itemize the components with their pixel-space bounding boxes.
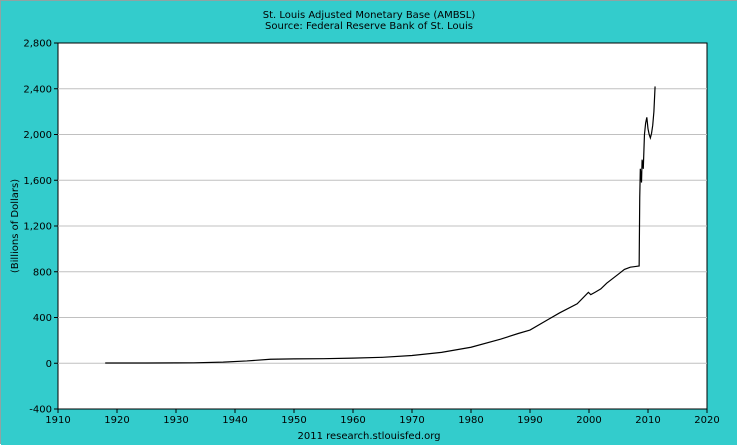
chart-footer: 2011 research.stlouisfed.org [297,431,440,442]
x-tick-label: 2000 [576,415,601,426]
y-tick-label: 2,800 [23,39,52,50]
y-tick-label: 1,600 [23,176,52,187]
x-tick-label: 2010 [635,415,660,426]
x-tick-label: 1920 [104,415,129,426]
x-tick-label: 1970 [399,415,424,426]
x-tick-label: 1980 [458,415,483,426]
y-tick-label: 400 [33,313,52,324]
y-axis-label: (Billions of Dollars) [10,179,21,273]
x-tick-label: 1910 [45,415,70,426]
chart-subtitle: Source: Federal Reserve Bank of St. Loui… [265,21,473,32]
x-tick-labels: 1910 1920 1930 1940 1950 1960 1970 1980 1990 2000… [45,409,720,426]
x-tick-label: 1990 [517,415,542,426]
y-tick-label: 800 [33,267,52,278]
y-tick-label: 1,200 [23,222,52,233]
x-tick-label: 1950 [281,415,306,426]
x-tick-label: 2020 [694,415,719,426]
x-tick-label: 1930 [163,415,188,426]
y-tick-label: -400 [29,405,52,416]
y-tick-labels: 2,800 2,400 2,000 1,600 1,200 800 400 0 -400 [23,39,58,416]
y-tick-label: 0 [46,359,52,370]
x-tick-label: 1940 [222,415,247,426]
series-line-ambsl [105,86,656,364]
chart-title: St. Louis Adjusted Monetary Base (AMBSL) [263,10,476,21]
y-tick-label: 2,400 [23,84,52,95]
x-tick-label: 1960 [340,415,365,426]
y-tick-label: 2,000 [23,130,52,141]
